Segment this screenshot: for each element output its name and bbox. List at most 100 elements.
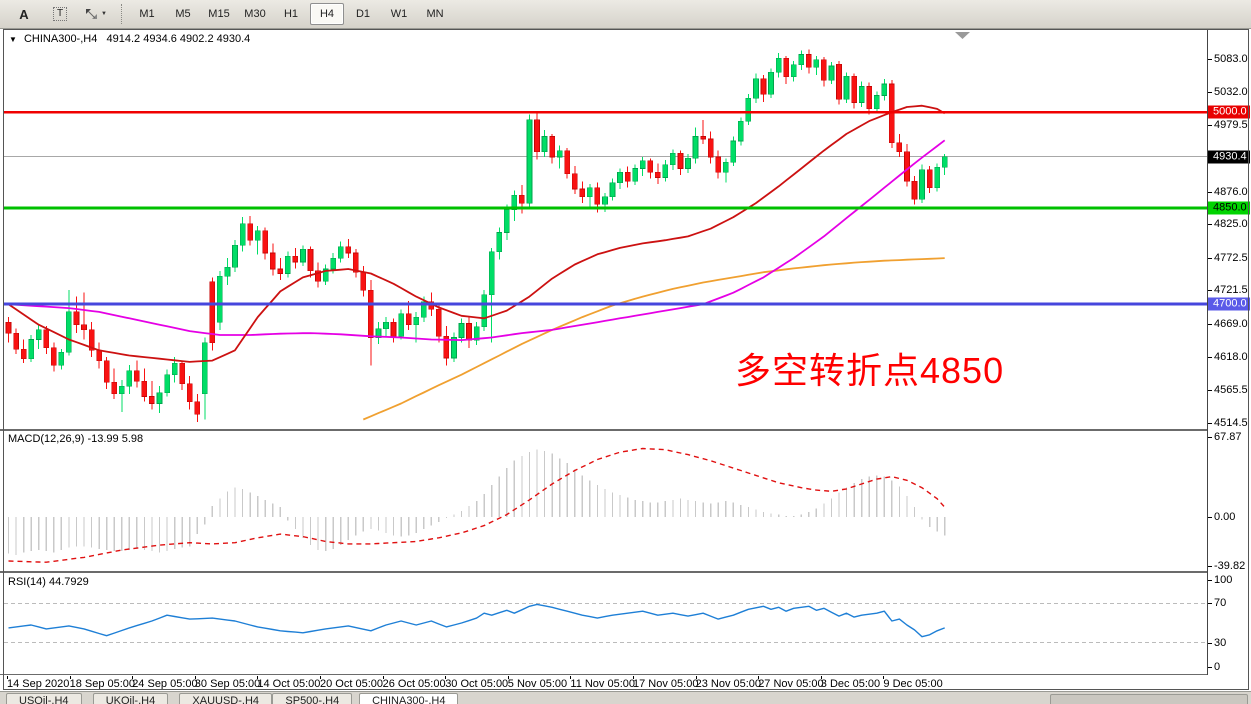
- scale-tick: [1208, 257, 1212, 259]
- candle: [647, 160, 654, 173]
- macd-signal-line: [8, 447, 946, 563]
- timeframe-button-H4[interactable]: H4: [310, 3, 344, 25]
- candle: [556, 150, 563, 158]
- candle: [330, 257, 336, 270]
- scale-tick: [1208, 390, 1212, 392]
- price-tick-label: 5083.0: [1214, 53, 1248, 65]
- candle: [171, 362, 178, 375]
- candle: [624, 172, 631, 182]
- chart-tab-CHINA300H4[interactable]: CHINA300-,H4: [359, 693, 459, 704]
- timeframe-button-H1[interactable]: H1: [283, 8, 299, 20]
- candle: [413, 316, 420, 326]
- candle: [866, 86, 873, 110]
- candle: [745, 97, 752, 122]
- candle: [654, 172, 661, 178]
- date-label: 30 Oct 05:00: [445, 678, 509, 690]
- candle: [670, 152, 676, 165]
- tab-scrollbar[interactable]: [1050, 694, 1248, 704]
- timeframe-button-M30[interactable]: M30: [244, 8, 266, 20]
- pane-divider-macd-rsi[interactable]: [0, 571, 1251, 573]
- candle: [5, 321, 12, 334]
- arrows-tool-button[interactable]: ▼: [79, 3, 113, 25]
- macd-scale-label: 0.00: [1214, 511, 1236, 523]
- price-tick-label: 4979.5: [1214, 119, 1248, 132]
- pane-divider-main-macd[interactable]: [0, 429, 1251, 431]
- scale-tick: [1208, 667, 1212, 668]
- price-badge-5000.0: 5000.0: [1208, 105, 1250, 119]
- candle: [307, 248, 314, 272]
- text-tool-button[interactable]: T: [43, 3, 77, 25]
- candle: [239, 223, 246, 246]
- ma-mid-line: [8, 139, 946, 342]
- candle: [496, 232, 503, 253]
- timeframe-button-MN[interactable]: MN: [426, 8, 444, 20]
- label-tool-button[interactable]: A: [19, 6, 29, 22]
- candle: [564, 150, 571, 174]
- chart-tab-XAUUSDH4[interactable]: XAUUSD-,H4: [179, 693, 273, 704]
- candle: [730, 140, 737, 163]
- scale-tick: [1208, 59, 1212, 60]
- date-tick: [820, 676, 822, 679]
- candle: [398, 313, 404, 337]
- price-tick-label: 4825.0: [1214, 218, 1248, 231]
- price-tick-label: 4721.5: [1214, 284, 1248, 297]
- timeframe-button-M15[interactable]: M15: [208, 8, 230, 20]
- candle: [541, 136, 548, 153]
- rsi-scale-label: 70: [1214, 597, 1227, 610]
- main-chart-canvas[interactable]: [4, 30, 1207, 429]
- candle: [738, 120, 744, 142]
- candle: [519, 195, 525, 204]
- macd-pane-canvas[interactable]: [4, 431, 1207, 571]
- scale-tick: [1208, 603, 1212, 605]
- candle: [232, 245, 238, 268]
- rsi-pane-canvas[interactable]: [4, 574, 1207, 674]
- timeframe-button-W1[interactable]: W1: [390, 8, 408, 20]
- candle: [269, 252, 276, 270]
- price-scale[interactable]: 5083.0 5032.0 5000.0 4979.5 4930.4 4876.0 4850…: [1208, 30, 1251, 675]
- candle: [919, 169, 925, 200]
- timeframe-button-M1[interactable]: M1: [139, 8, 155, 20]
- chart-tab-SP500H4[interactable]: SP500-,H4: [272, 693, 353, 704]
- chart-tab-UKOilH4[interactable]: UKOil-,H4: [92, 693, 169, 704]
- candle: [685, 157, 691, 169]
- candle: [934, 166, 940, 189]
- scale-tick: [1208, 290, 1212, 292]
- date-label: 9 Dec 05:00: [883, 678, 943, 690]
- date-label: 27 Nov 05:00: [758, 678, 824, 690]
- candle: [451, 337, 457, 359]
- macd-scale-label: -39.82: [1214, 559, 1246, 572]
- candle: [602, 196, 608, 205]
- timeframe-button-group: M1 M5 M15 M30 H1 H4 D1 W1 MN: [129, 3, 453, 25]
- candle: [285, 255, 291, 274]
- date-tick: [320, 676, 321, 679]
- scale-tick: [1208, 642, 1212, 644]
- scale-tick: [1208, 565, 1212, 567]
- ma-fast-line: [7, 104, 946, 363]
- toolbar-grip[interactable]: [121, 4, 122, 24]
- timeframe-button-M5[interactable]: M5: [175, 8, 191, 20]
- candle: [360, 271, 367, 291]
- date-label: 26 Oct 05:00: [382, 678, 446, 690]
- candle: [209, 281, 216, 343]
- rsi-scale-label: 30: [1214, 636, 1227, 649]
- candle: [760, 78, 767, 95]
- candle: [300, 248, 306, 263]
- candle: [813, 59, 820, 68]
- candle: [534, 119, 540, 153]
- date-label: 3 Dec 05:00: [820, 678, 881, 690]
- candle: [821, 59, 827, 81]
- chart-tab-USOilH4[interactable]: USOil-,H4: [6, 693, 82, 704]
- candle: [715, 156, 722, 173]
- timeframe-button-D1[interactable]: D1: [355, 8, 371, 20]
- scale-tick: [1208, 517, 1212, 518]
- date-label: 18 Sep 05:00: [69, 678, 136, 690]
- date-tick: [883, 676, 885, 679]
- candle: [579, 188, 586, 197]
- candle: [594, 187, 601, 205]
- date-axis[interactable]: 14 Sep 2020 18 Sep 05:00 24 Sep 05:00 30 Se…: [4, 676, 1207, 690]
- scale-tick: [1208, 437, 1212, 438]
- candle: [126, 370, 133, 387]
- candle: [873, 95, 880, 110]
- text-tool-icon: T: [52, 7, 68, 21]
- candle: [420, 301, 427, 318]
